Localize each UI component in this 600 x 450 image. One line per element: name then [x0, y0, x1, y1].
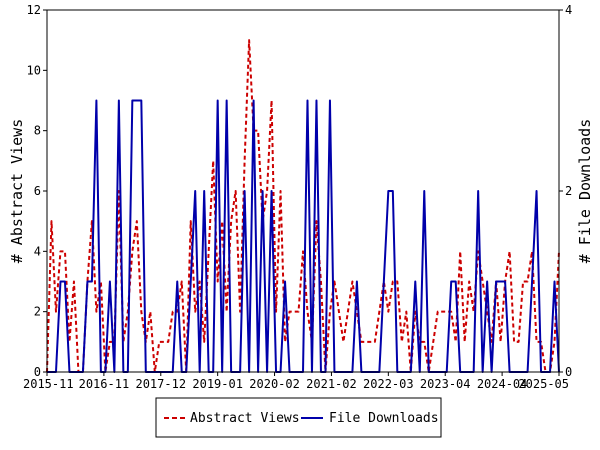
legend-label-file-downloads: File Downloads: [329, 411, 439, 426]
y-left-tick-label: 10: [27, 63, 41, 77]
y-left-tick-label: 4: [34, 244, 41, 258]
legend: Abstract Views File Downloads: [155, 397, 442, 438]
y-right-tick-label: 2: [565, 184, 572, 198]
x-tick-label: 2024-04: [477, 377, 528, 391]
x-tick-label: 2020-02: [249, 377, 300, 391]
x-tick-label: 2021-02: [306, 377, 357, 391]
y-left-tick-label: 12: [27, 3, 41, 17]
y-right-tick-label: 4: [565, 3, 572, 17]
legend-label-abstract-views: Abstract Views: [190, 411, 300, 426]
y-left-tick-label: 8: [34, 124, 41, 138]
y-left-tick-label: 6: [34, 184, 41, 198]
x-tick-label: 2016-11: [79, 377, 130, 391]
x-tick-label: 2015-11: [23, 377, 74, 391]
x-tick-label: 2019-01: [192, 377, 243, 391]
y-left-tick-label: 2: [34, 305, 41, 319]
legend-box: [155, 397, 442, 438]
x-tick-label: 2017-12: [135, 377, 186, 391]
x-tick-label: 2025-05: [518, 377, 569, 391]
x-tick-label: 2023-04: [420, 377, 471, 391]
series-line-abstract-views: [46, 39, 560, 373]
y-right-tick-label: 0: [565, 365, 572, 379]
x-tick-label: 2022-03: [363, 377, 414, 391]
y-axis-right-title: # File Downloads: [576, 119, 594, 264]
y-axis-left-title: # Abstract Views: [8, 119, 26, 264]
y-left-tick-label: 0: [34, 365, 41, 379]
